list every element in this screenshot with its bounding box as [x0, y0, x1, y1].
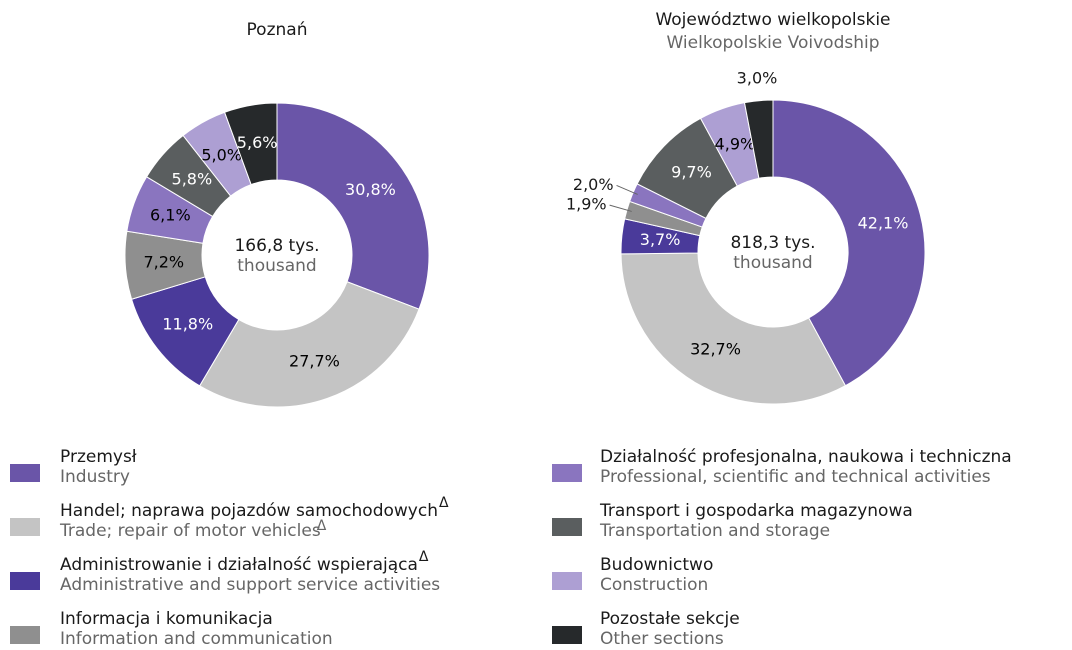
legend-label-en: Other sections	[600, 629, 724, 649]
chart-title: Poznań	[247, 20, 308, 40]
center-sublabel: thousand	[733, 253, 812, 273]
legend-mark: Δ	[419, 549, 429, 565]
data-label: 4,9%	[715, 135, 756, 154]
legend-label-en: Construction	[600, 575, 708, 595]
legend-swatch	[552, 572, 582, 590]
data-label: 27,7%	[289, 352, 340, 371]
legend-swatch	[552, 464, 582, 482]
data-label: 7,2%	[143, 252, 184, 271]
data-label: 5,0%	[201, 145, 242, 164]
legend-swatch	[10, 518, 40, 536]
data-label: 2,0%	[573, 175, 614, 194]
legend-label-en: Professional, scientific and technical a…	[600, 467, 991, 487]
center-label: 818,3 tys.	[730, 233, 815, 253]
legend-label: Przemysł	[60, 447, 137, 467]
legend-label-en: Information and communication	[60, 629, 333, 649]
legend-swatch	[10, 464, 40, 482]
data-label: 11,8%	[162, 315, 213, 334]
legend-swatch	[10, 626, 40, 644]
pie-segment	[198, 281, 420, 408]
legend-label: Transport i gospodarka magazynowa	[599, 501, 913, 521]
legend-label: Pozostałe sekcje	[600, 609, 740, 629]
pie-segment	[620, 252, 847, 405]
legend-mark: Δ	[317, 518, 327, 534]
legend-label-en: Administrative and support service activ…	[60, 575, 440, 595]
legend-swatch	[10, 572, 40, 590]
leader-line	[609, 204, 632, 212]
data-label: 30,8%	[345, 180, 396, 199]
data-label: 6,1%	[150, 206, 191, 225]
data-label: 5,6%	[237, 133, 278, 152]
legend-mark: Δ	[439, 495, 449, 511]
chart-subtitle: Wielkopolskie Voivodship	[666, 33, 879, 53]
legend-label: Działalność profesjonalna, naukowa i tec…	[600, 447, 1012, 467]
legend-label-en: Transportation and storage	[599, 521, 830, 541]
legend-label: Handel; naprawa pojazdów samochodowych	[60, 501, 438, 521]
data-label: 3,7%	[640, 230, 681, 249]
pie-segment	[276, 102, 430, 310]
data-label: 3,0%	[737, 68, 778, 87]
center-sublabel: thousand	[237, 256, 316, 276]
legend-label: Budownictwo	[600, 555, 713, 575]
legend-swatch	[552, 626, 582, 644]
pie-segment	[743, 99, 774, 179]
center-label: 166,8 tys.	[234, 236, 319, 256]
legend-label: Administrowanie i działalność wspierając…	[60, 555, 418, 575]
chart-title: Województwo wielkopolskie	[655, 10, 890, 30]
data-label: 42,1%	[858, 214, 909, 233]
pie-segment	[223, 102, 278, 186]
data-label: 9,7%	[671, 163, 712, 182]
data-label: 5,8%	[172, 169, 213, 188]
legend-swatch	[552, 518, 582, 536]
data-label: 1,9%	[566, 195, 607, 214]
legend-label-en: Trade; repair of motor vehicles	[59, 521, 321, 541]
leader-line	[616, 185, 638, 195]
legend-label: Informacja i komunikacja	[60, 609, 273, 629]
legend-label-en: Industry	[60, 467, 130, 487]
data-label: 32,7%	[690, 339, 741, 358]
pie-segment	[772, 99, 926, 387]
